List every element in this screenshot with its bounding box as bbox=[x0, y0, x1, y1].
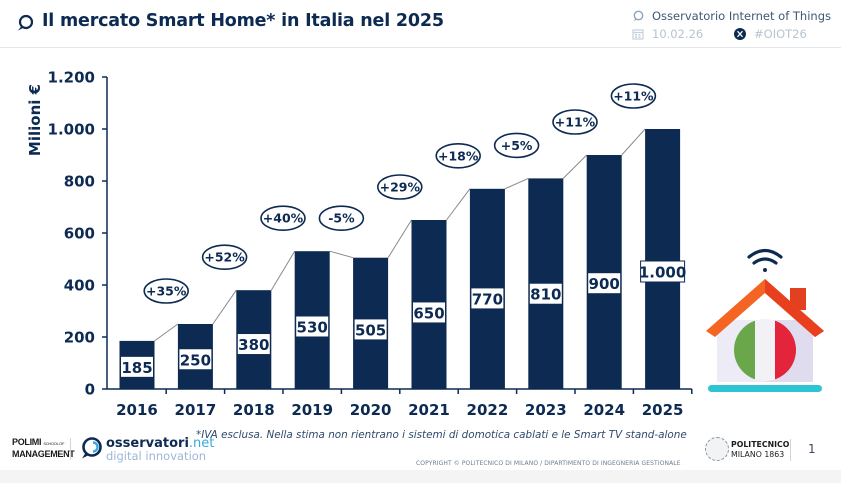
growth-badge bbox=[318, 205, 365, 231]
x-tick-label: 2022 bbox=[467, 401, 509, 419]
value-label-box bbox=[236, 333, 271, 356]
org-name: Osservatorio Internet of Things bbox=[652, 9, 831, 23]
value-label: 810 bbox=[530, 286, 561, 304]
value-labels: 185 250 380 530 505 650 770 810 900 1.000 bbox=[120, 260, 686, 378]
x-tick-label: 2018 bbox=[233, 401, 275, 419]
growth-label: +29% bbox=[380, 180, 421, 195]
value-label-box bbox=[178, 348, 213, 371]
x-tick-label: 2025 bbox=[642, 401, 684, 419]
bar-connector bbox=[621, 128, 646, 156]
growth-label: +5% bbox=[501, 138, 533, 153]
bar-connector bbox=[504, 177, 529, 190]
y-axis-label: Milioni € bbox=[26, 84, 44, 156]
growth-badge bbox=[493, 132, 540, 159]
value-label-box bbox=[470, 287, 505, 310]
osservatori-tagline: digital innovation bbox=[106, 449, 207, 463]
footnote: *IVA esclusa. Nella stima non rientrano … bbox=[196, 429, 687, 441]
growth-label: +11% bbox=[555, 115, 596, 130]
bar-connector bbox=[270, 250, 296, 291]
value-label: 505 bbox=[355, 321, 386, 339]
speech-bubble-icon bbox=[18, 14, 34, 31]
growth-label: -5% bbox=[328, 211, 355, 226]
bar bbox=[586, 155, 622, 389]
x-tick-label: 2017 bbox=[175, 401, 217, 419]
y-tick-label: 0 bbox=[85, 381, 95, 399]
y-tick-label: 800 bbox=[64, 173, 95, 191]
value-label-box bbox=[640, 260, 686, 283]
y-tick-label: 600 bbox=[64, 225, 95, 243]
value-label-box bbox=[295, 315, 330, 338]
copyright: COPYRIGHT © POLITECNICO DI MILANO / DIPA… bbox=[416, 460, 681, 467]
politecnico-seal-icon bbox=[705, 437, 729, 461]
calendar-icon bbox=[632, 29, 644, 40]
growth-badge bbox=[552, 109, 598, 135]
hashtag-text[interactable]: #OIOT26 bbox=[754, 27, 807, 41]
axes: 0 200 400 600 800 1.000 1.200 2016 2017 2018 2019 2… bbox=[48, 69, 693, 419]
y-tick-label: 1.200 bbox=[48, 69, 95, 87]
slide-title: Il mercato Smart Home* in Italia nel 202… bbox=[42, 11, 444, 31]
value-label-box bbox=[587, 272, 622, 295]
osservatori-logo-icon bbox=[82, 437, 102, 459]
y-tick-label: 400 bbox=[64, 277, 95, 295]
politecnico-name: POLITECNICO bbox=[731, 440, 790, 449]
value-label: 650 bbox=[413, 304, 444, 322]
date-row: 10.02.26 #OIOT26 bbox=[632, 25, 831, 43]
value-label-box bbox=[528, 282, 563, 305]
x-twitter-icon[interactable] bbox=[734, 28, 746, 40]
x-tick-label: 2024 bbox=[583, 401, 625, 419]
x-tick-label: 2020 bbox=[350, 401, 392, 419]
x-tick-label: 2016 bbox=[116, 401, 158, 419]
growth-label: +40% bbox=[263, 211, 304, 226]
growth-badge bbox=[435, 143, 482, 169]
value-label: 530 bbox=[297, 318, 328, 336]
growth-label: +18% bbox=[438, 148, 479, 163]
wifi-icon bbox=[747, 248, 783, 272]
growth-badge bbox=[376, 174, 423, 200]
value-label: 380 bbox=[238, 336, 269, 354]
bar-chart: 0 200 400 600 800 1.000 1.200 2016 2017 2018 2019 2… bbox=[26, 69, 824, 419]
growth-label: +11% bbox=[613, 89, 654, 104]
bar-connector bbox=[387, 219, 412, 258]
bar-connector bbox=[212, 289, 237, 325]
y-tick-label: 1.000 bbox=[48, 121, 95, 139]
divider bbox=[790, 439, 791, 461]
divider bbox=[70, 438, 71, 460]
date-text: 10.02.26 bbox=[652, 27, 704, 41]
page-number: 1 bbox=[808, 442, 816, 456]
speech-bubble-icon bbox=[633, 10, 644, 21]
growth-label: +52% bbox=[204, 250, 245, 265]
value-label: 770 bbox=[472, 290, 503, 308]
growth-badge bbox=[610, 83, 657, 109]
bar-connectors bbox=[154, 128, 646, 342]
slide-header: Il mercato Smart Home* in Italia nel 202… bbox=[0, 0, 841, 48]
value-label: 185 bbox=[121, 359, 152, 377]
growth-badge bbox=[260, 205, 306, 231]
header-meta: Osservatorio Internet of Things 10.02.26… bbox=[632, 7, 831, 43]
value-label: 900 bbox=[589, 275, 620, 293]
x-tick-label: 2023 bbox=[525, 401, 567, 419]
footer-band bbox=[0, 470, 841, 483]
y-tick-label: 200 bbox=[64, 329, 95, 347]
bar-connector bbox=[329, 250, 354, 259]
org-row: Osservatorio Internet of Things bbox=[632, 7, 831, 25]
value-label-box bbox=[353, 318, 388, 341]
polimi-logo: POLIMI SCHOOL OF MANAGEMENT bbox=[12, 437, 75, 459]
politecnico-city: MILANO 1863 bbox=[731, 450, 785, 459]
value-label: 1.000 bbox=[639, 264, 686, 282]
x-tick-label: 2021 bbox=[408, 401, 450, 419]
bar-connector bbox=[446, 188, 471, 221]
growth-badge bbox=[143, 278, 189, 304]
value-label: 250 bbox=[180, 351, 211, 369]
growth-label: +35% bbox=[146, 284, 187, 299]
value-label-box bbox=[120, 355, 154, 378]
bar bbox=[645, 129, 681, 389]
bar-connector bbox=[154, 323, 179, 342]
growth-badges: +35% +52% +40% -5% +29% +18% +5% +11% +11% bbox=[143, 83, 657, 304]
value-label-box bbox=[412, 301, 446, 324]
bar-connector bbox=[562, 154, 588, 179]
growth-badge bbox=[201, 244, 248, 271]
x-tick-label: 2019 bbox=[291, 401, 333, 419]
smart-home-italy-icon bbox=[706, 248, 824, 392]
osservatori-brand: osservatori.net bbox=[106, 436, 215, 451]
